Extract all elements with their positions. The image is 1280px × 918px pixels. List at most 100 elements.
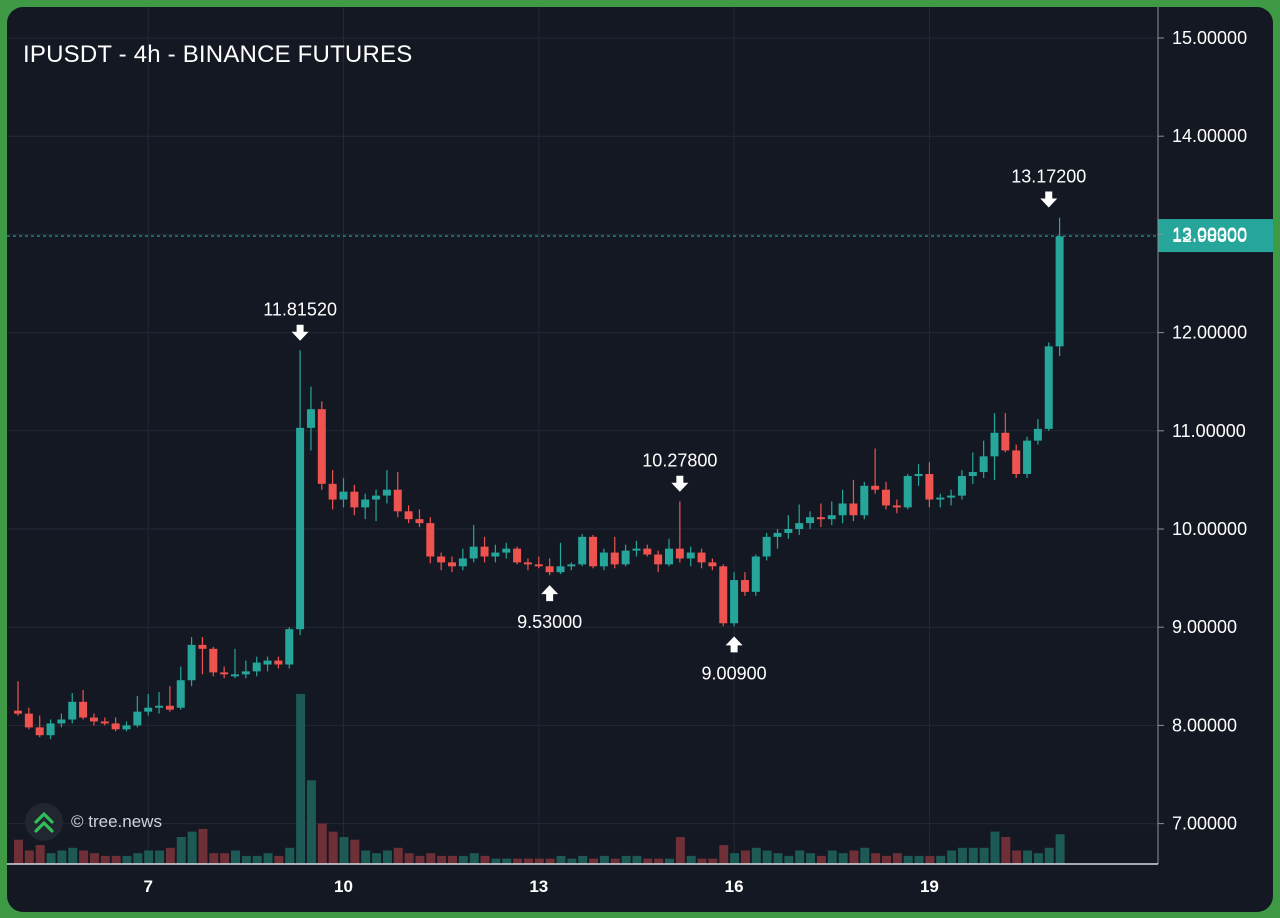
chart-panel: 12.98300 11.81520 9.53000 10.27800 9.00900 1… <box>7 7 1273 912</box>
axes: 15.00000 14.00000 13.00000 12.00000 11.00000… <box>7 7 1247 896</box>
volume-bar <box>968 847 978 864</box>
volume-bar <box>610 858 620 864</box>
candle-body <box>925 474 934 500</box>
candle-body <box>827 515 836 520</box>
volume-bar <box>361 850 371 864</box>
volume-bar <box>285 847 295 864</box>
candle-body <box>730 580 739 624</box>
candle-body <box>513 548 522 563</box>
candle-body <box>198 644 207 649</box>
candle-body <box>122 725 131 730</box>
volume-bar <box>122 855 132 864</box>
candle-body <box>697 552 706 563</box>
candle-body <box>882 489 890 506</box>
volume-bar <box>947 850 957 864</box>
volume-bar <box>816 855 826 864</box>
candle-body <box>165 705 174 710</box>
candle-body <box>480 546 489 557</box>
y-axis-label: 12.00000 <box>1172 323 1247 343</box>
candle-body <box>1044 346 1053 429</box>
volume-bar <box>404 853 414 864</box>
volume-bar <box>252 855 262 864</box>
candle-body <box>751 556 760 592</box>
candle-body <box>523 562 532 565</box>
candle-body <box>795 523 804 529</box>
candle-body <box>675 548 684 559</box>
volume-bar <box>426 853 436 864</box>
candle-body <box>231 674 239 677</box>
candle-body <box>176 680 185 708</box>
candlestick-chart[interactable]: 12.98300 11.815209.5300010.278009.009001… <box>7 7 1273 912</box>
volume-bar <box>740 850 750 864</box>
volume-bar <box>339 837 349 864</box>
volume-bar <box>306 780 316 864</box>
volume-bar <box>675 837 685 864</box>
volume-bar <box>665 858 674 864</box>
candle-body <box>328 483 337 500</box>
candle-body <box>426 523 435 557</box>
volume-bar <box>274 855 284 864</box>
candle-body <box>1001 432 1010 451</box>
price-annotation-label: 9.53000 <box>517 612 582 632</box>
candle-body <box>339 491 348 500</box>
candle-body <box>903 475 912 508</box>
candle-body <box>643 548 652 555</box>
candle-body <box>46 723 55 736</box>
candle-body <box>252 662 261 672</box>
volume-bar <box>513 858 523 864</box>
volume-bar <box>198 828 208 864</box>
volume-bar <box>925 855 935 864</box>
x-axis-label: 13 <box>529 877 548 896</box>
volume-bar <box>133 853 143 864</box>
candle-body <box>578 536 587 565</box>
candle-body <box>708 562 717 567</box>
volume-bar <box>957 847 967 864</box>
candle-body <box>209 648 218 673</box>
tree-news-logo <box>25 803 63 841</box>
candle-body <box>458 558 467 567</box>
volume-bar <box>35 845 45 864</box>
volume-bar <box>372 853 382 864</box>
volume-bar <box>751 847 761 864</box>
candle-body <box>361 499 370 508</box>
candle-body <box>1023 440 1032 475</box>
candle-body <box>133 711 142 726</box>
volume-bar <box>1055 834 1065 864</box>
watermark-text: © tree.news <box>71 812 162 831</box>
candle-body <box>350 491 359 508</box>
candle-body <box>469 546 478 559</box>
candle-body <box>404 511 413 520</box>
candle-body <box>740 580 749 592</box>
volume-bar <box>730 853 740 864</box>
volume-bar <box>100 855 110 864</box>
candle-body <box>990 432 999 457</box>
candle-body <box>1055 236 1064 347</box>
candle-body <box>372 495 381 500</box>
candle-body <box>68 701 77 720</box>
volume-bar <box>719 845 729 864</box>
volume-bar <box>155 850 165 864</box>
candle-body <box>589 536 598 567</box>
candle-body <box>274 660 283 665</box>
volume-bar <box>46 853 56 864</box>
volume-bar <box>144 850 154 864</box>
volume-bar <box>437 855 447 864</box>
candle-body <box>241 671 250 675</box>
volume-bar <box>350 839 360 864</box>
double-chevron-up-icon <box>34 812 54 833</box>
candles <box>14 217 1064 740</box>
volume-bar <box>469 853 479 864</box>
volume-bar <box>784 855 794 864</box>
candle-body <box>816 517 825 520</box>
volume-bar <box>68 847 78 864</box>
volume-bar <box>176 837 186 864</box>
volume-bar <box>241 855 251 864</box>
candle-body <box>849 503 858 516</box>
volume-bar <box>882 855 891 864</box>
grid-lines <box>7 7 1158 864</box>
y-axis-label: 11.00000 <box>1172 421 1246 441</box>
x-axis-label: 10 <box>334 877 353 896</box>
candle-body <box>621 550 630 565</box>
x-axis-label: 19 <box>920 877 939 896</box>
price-annotations: 11.81520 9.53000 10.27800 9.00900 13.17200 <box>263 167 1086 684</box>
